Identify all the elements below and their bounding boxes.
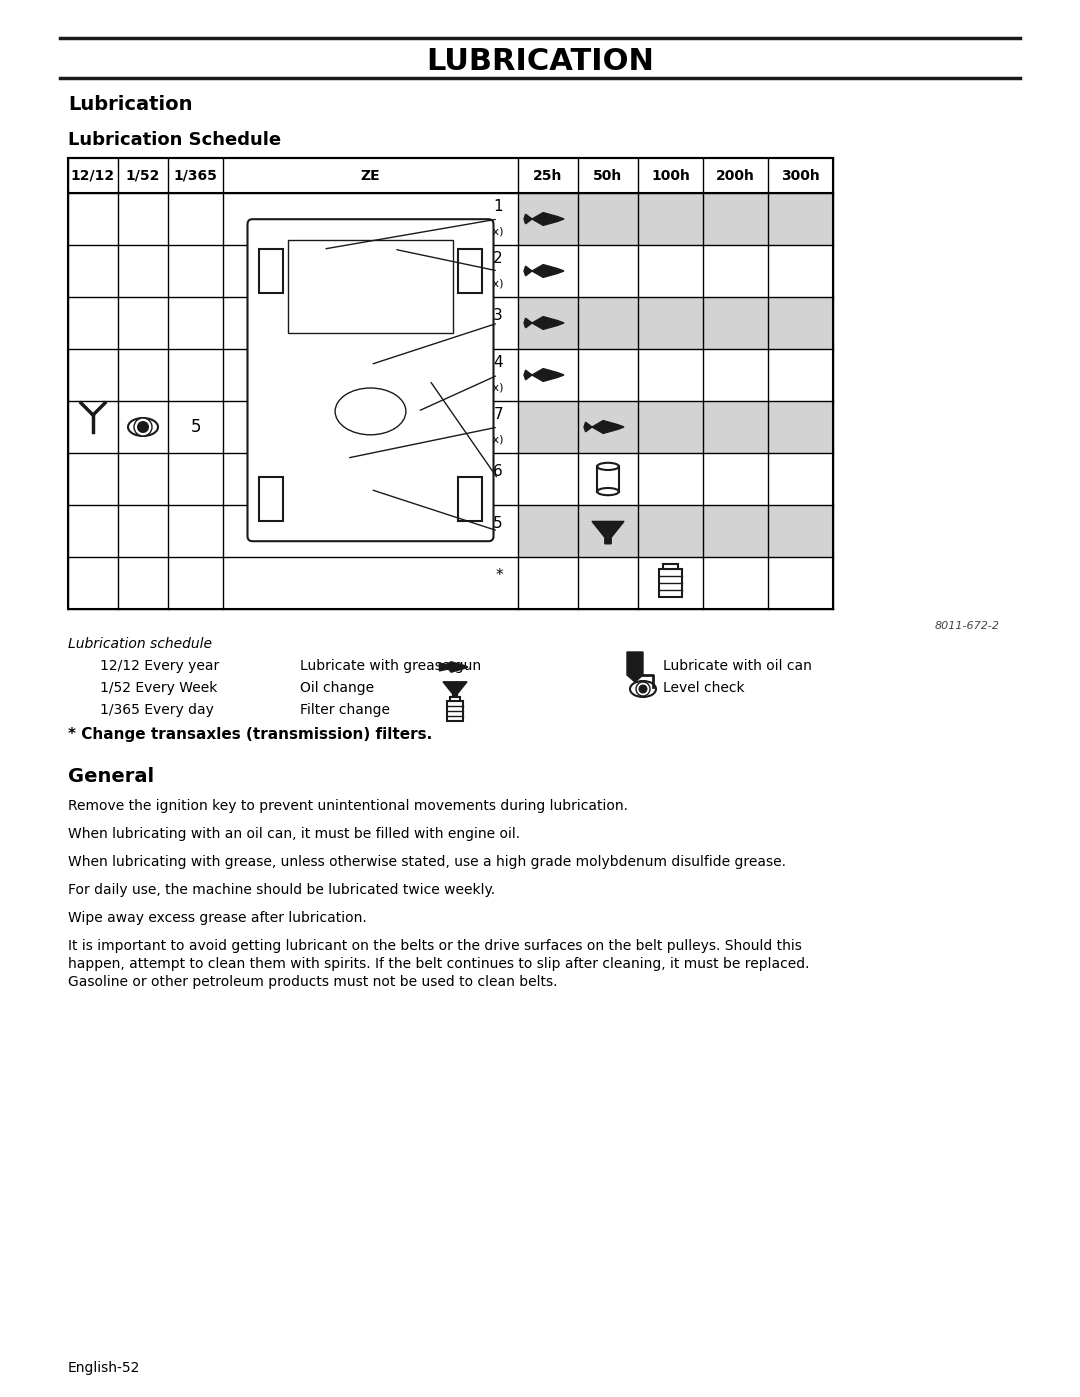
Polygon shape (524, 370, 532, 380)
Ellipse shape (597, 488, 619, 495)
Ellipse shape (630, 680, 656, 697)
Text: Lubrication: Lubrication (68, 95, 192, 115)
Text: 25h: 25h (534, 169, 563, 183)
Bar (597, 467, 619, 492)
Text: Remove the ignition key to prevent unintentional movements during lubrication.: Remove the ignition key to prevent unint… (68, 799, 627, 813)
Text: (2x): (2x) (481, 226, 503, 237)
Bar (288, 240, 454, 334)
Text: (2x): (2x) (481, 279, 503, 289)
Text: 4: 4 (494, 355, 503, 370)
Polygon shape (627, 652, 643, 682)
Text: When lubricating with an oil can, it must be filled with engine oil.: When lubricating with an oil can, it mus… (68, 827, 521, 841)
Text: It is important to avoid getting lubricant on the belts or the drive surfaces on: It is important to avoid getting lubrica… (68, 939, 801, 953)
Text: For daily use, the machine should be lubricated twice weekly.: For daily use, the machine should be lub… (68, 883, 495, 897)
Polygon shape (584, 422, 592, 432)
Bar (518, 557, 833, 609)
Bar (259, 476, 283, 521)
Bar (659, 569, 683, 598)
Text: *: * (496, 569, 503, 583)
Text: 1/365 Every day: 1/365 Every day (100, 703, 214, 717)
Text: Lubrication Schedule: Lubrication Schedule (68, 131, 281, 149)
Polygon shape (532, 264, 564, 278)
Text: 1: 1 (494, 198, 503, 214)
Circle shape (138, 422, 148, 432)
Circle shape (639, 685, 647, 693)
Bar (68, 158, 833, 609)
Text: 1/52 Every Week: 1/52 Every Week (100, 680, 217, 694)
Bar (518, 453, 833, 504)
Polygon shape (532, 369, 564, 381)
Bar (518, 504, 833, 557)
Polygon shape (524, 319, 532, 328)
Ellipse shape (597, 462, 619, 469)
Text: 2: 2 (494, 251, 503, 265)
Text: 300h: 300h (781, 169, 820, 183)
Text: Lubricate with grease gun: Lubricate with grease gun (300, 659, 481, 673)
Text: 7: 7 (494, 407, 503, 422)
Text: Wipe away excess grease after lubrication.: Wipe away excess grease after lubricatio… (68, 911, 367, 925)
Polygon shape (524, 214, 532, 224)
Text: 12/12: 12/12 (71, 169, 116, 183)
Polygon shape (592, 521, 624, 543)
Text: 50h: 50h (593, 169, 623, 183)
Polygon shape (524, 267, 532, 275)
Text: English-52: English-52 (68, 1361, 140, 1375)
Bar (458, 249, 482, 293)
Text: 100h: 100h (651, 169, 690, 183)
Text: 5: 5 (494, 515, 503, 531)
Bar (518, 244, 833, 298)
Text: 1/365: 1/365 (174, 169, 217, 183)
Bar (518, 401, 833, 453)
Text: * Change transaxles (transmission) filters.: * Change transaxles (transmission) filte… (68, 726, 432, 742)
Text: General: General (68, 767, 154, 787)
Text: ZE: ZE (361, 169, 380, 183)
Ellipse shape (335, 388, 406, 434)
Text: 6: 6 (494, 464, 503, 479)
Polygon shape (440, 662, 468, 672)
Bar (446, 701, 463, 721)
Text: 8011-672-2: 8011-672-2 (935, 622, 1000, 631)
Bar (518, 193, 833, 244)
Bar (518, 298, 833, 349)
Text: Gasoline or other petroleum products must not be used to clean belts.: Gasoline or other petroleum products mus… (68, 975, 557, 989)
FancyBboxPatch shape (247, 219, 494, 541)
Text: When lubricating with grease, unless otherwise stated, use a high grade molybden: When lubricating with grease, unless oth… (68, 855, 786, 869)
Bar (259, 249, 283, 293)
Circle shape (638, 685, 648, 693)
Bar (449, 697, 460, 701)
Text: happen, attempt to clean them with spirits. If the belt continues to slip after : happen, attempt to clean them with spiri… (68, 957, 810, 971)
Polygon shape (592, 420, 624, 433)
Text: LUBRICATION: LUBRICATION (427, 47, 653, 77)
Polygon shape (532, 317, 564, 330)
Text: 200h: 200h (716, 169, 755, 183)
Circle shape (137, 420, 149, 433)
Circle shape (134, 418, 152, 436)
Text: Lubricate with oil can: Lubricate with oil can (663, 659, 812, 673)
Circle shape (636, 682, 650, 696)
Bar (663, 564, 678, 569)
Text: 5: 5 (190, 418, 201, 436)
Ellipse shape (129, 418, 158, 436)
Text: Level check: Level check (663, 680, 744, 694)
Polygon shape (532, 212, 564, 225)
Text: 3: 3 (494, 307, 503, 323)
Text: Oil change: Oil change (300, 680, 374, 694)
Text: 12/12 Every year: 12/12 Every year (100, 659, 219, 673)
Text: 1/52: 1/52 (125, 169, 160, 183)
Polygon shape (443, 682, 467, 698)
Bar (518, 349, 833, 401)
Bar (458, 476, 482, 521)
Text: (2x): (2x) (481, 434, 503, 446)
Text: Filter change: Filter change (300, 703, 390, 717)
Text: Lubrication schedule: Lubrication schedule (68, 637, 212, 651)
Text: (2x): (2x) (481, 383, 503, 393)
